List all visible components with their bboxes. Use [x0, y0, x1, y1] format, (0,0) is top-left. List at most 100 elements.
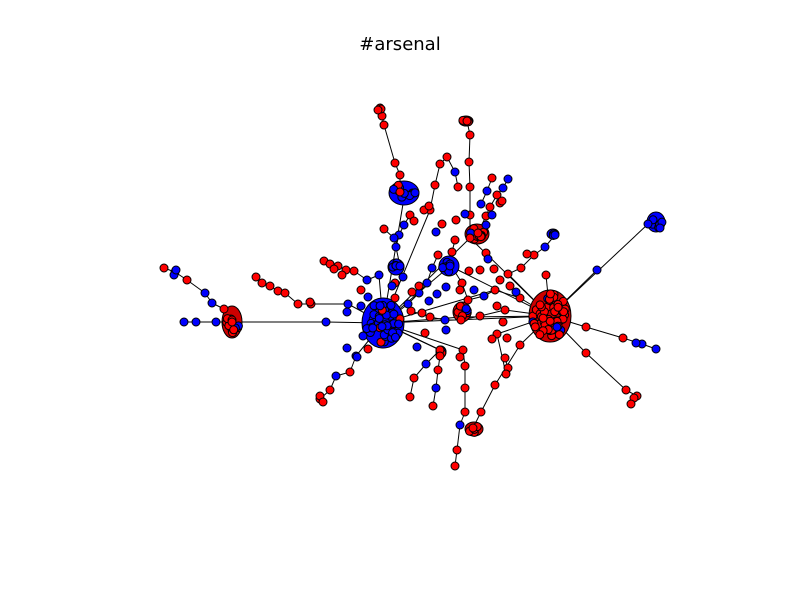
red-node	[349, 266, 359, 276]
red-node	[280, 288, 290, 298]
red-node	[465, 182, 475, 192]
blue-node	[171, 265, 181, 275]
blue-node	[362, 275, 372, 285]
blue-node	[321, 317, 331, 327]
red-node	[430, 180, 440, 190]
blue-node	[363, 292, 373, 302]
red-node	[462, 116, 472, 126]
blue-node	[431, 383, 441, 393]
red-node	[424, 201, 434, 211]
blue-node	[375, 301, 385, 311]
blue-node	[424, 296, 434, 306]
blue-node	[390, 332, 400, 342]
red-node	[433, 250, 443, 260]
red-node	[495, 275, 505, 285]
red-node	[541, 270, 551, 280]
red-node	[553, 302, 563, 312]
blue-node	[427, 263, 437, 273]
red-node	[485, 202, 495, 212]
red-node	[450, 235, 460, 245]
red-node	[390, 158, 400, 168]
red-node	[475, 311, 485, 321]
red-node	[626, 399, 636, 409]
red-node	[405, 392, 415, 402]
red-node	[293, 299, 303, 309]
blue-node	[479, 291, 489, 301]
blue-node	[469, 285, 479, 295]
blue-node	[550, 230, 560, 240]
red-node	[502, 333, 512, 343]
red-node	[417, 308, 427, 318]
red-node	[581, 348, 591, 358]
blue-node	[352, 352, 362, 362]
red-node	[159, 263, 169, 273]
red-node	[460, 407, 470, 417]
blue-node	[482, 186, 492, 196]
red-node	[229, 325, 239, 335]
red-node	[554, 330, 564, 340]
red-node	[442, 152, 452, 162]
blue-node	[200, 288, 210, 298]
red-node	[489, 264, 499, 274]
blue-node	[431, 227, 441, 237]
red-node	[305, 297, 315, 307]
red-node	[522, 249, 532, 259]
red-node	[227, 317, 237, 327]
blue-node	[503, 174, 513, 184]
red-node	[390, 293, 400, 303]
red-node	[475, 265, 485, 275]
red-node	[453, 182, 463, 192]
red-node	[437, 219, 447, 229]
red-node	[581, 322, 591, 332]
red-node	[460, 361, 470, 371]
blue-node	[191, 317, 201, 327]
blue-node	[651, 344, 661, 354]
red-node	[450, 461, 460, 471]
red-node	[621, 385, 631, 395]
blue-node	[643, 219, 653, 229]
blue-node	[422, 278, 432, 288]
red-node	[219, 304, 229, 314]
blue-node	[398, 272, 408, 282]
blue-node	[374, 313, 384, 323]
blue-node	[487, 210, 497, 220]
red-node	[395, 187, 405, 197]
red-node	[463, 295, 473, 305]
red-node	[257, 278, 267, 288]
red-node	[476, 407, 486, 417]
blue-node	[179, 317, 189, 327]
blue-node	[211, 317, 221, 327]
red-node	[414, 281, 424, 291]
red-node	[435, 351, 445, 361]
red-node	[505, 281, 515, 291]
red-node	[455, 352, 465, 362]
blue-node	[342, 307, 352, 317]
red-node	[465, 233, 475, 243]
blue-node	[498, 183, 508, 193]
red-node	[497, 196, 507, 206]
blue-node	[389, 233, 399, 243]
red-node	[464, 157, 474, 167]
edge	[480, 384, 496, 413]
red-node	[473, 228, 483, 238]
blue-node	[389, 309, 399, 319]
blue-node	[460, 209, 470, 219]
blue-node	[374, 270, 384, 280]
red-node	[618, 333, 628, 343]
blue-node	[394, 319, 404, 329]
blue-node	[511, 287, 521, 297]
blue-node	[441, 325, 451, 335]
blue-node	[481, 220, 491, 230]
blue-node	[552, 322, 562, 332]
blue-node	[395, 261, 405, 271]
red-node	[409, 373, 419, 383]
edge-layer	[163, 107, 661, 467]
red-node	[251, 272, 261, 282]
red-node	[500, 305, 510, 315]
blue-node	[356, 301, 366, 311]
blue-node	[445, 261, 455, 271]
blue-node	[386, 300, 396, 310]
node-layer	[159, 103, 667, 471]
blue-node	[207, 298, 217, 308]
